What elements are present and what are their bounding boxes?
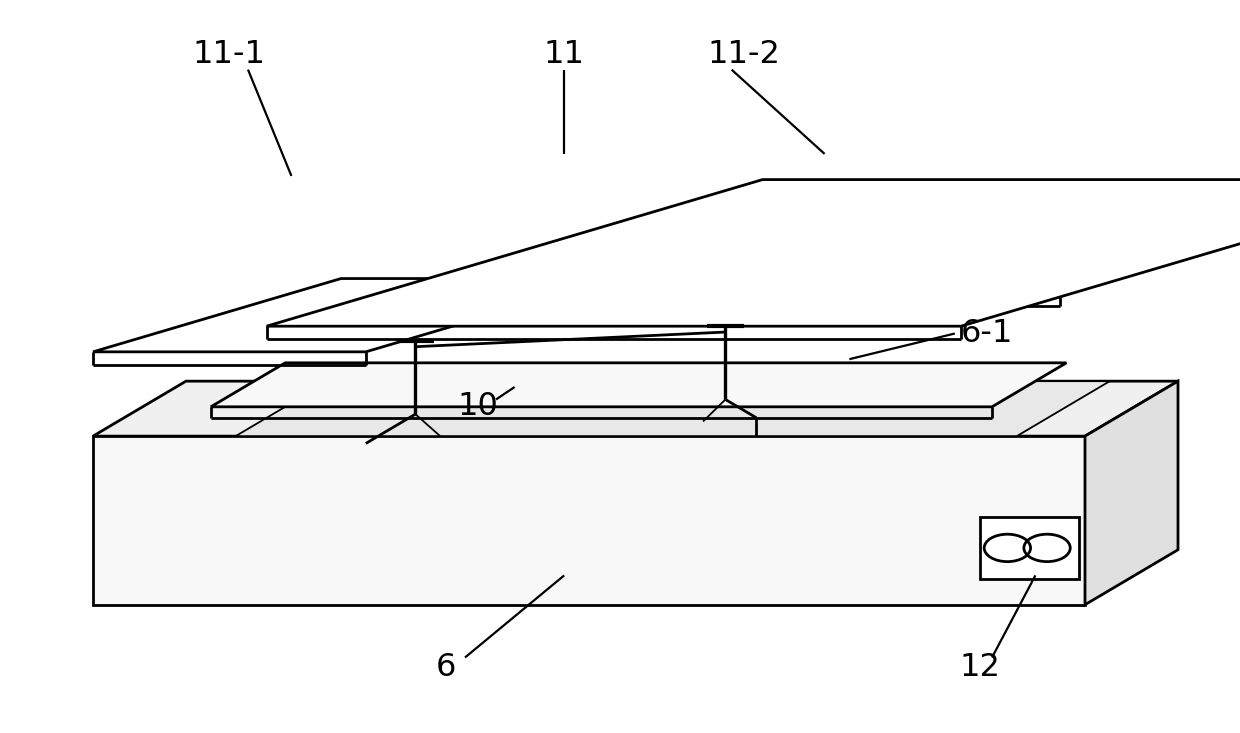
- Text: 6: 6: [436, 652, 456, 682]
- Text: 11-1: 11-1: [193, 40, 265, 70]
- Polygon shape: [1085, 381, 1178, 605]
- Text: 10: 10: [458, 391, 497, 422]
- Text: 6-1: 6-1: [961, 318, 1013, 349]
- Polygon shape: [211, 363, 1066, 407]
- Text: 11-2: 11-2: [708, 40, 780, 70]
- Bar: [980, 517, 1079, 579]
- Text: 11: 11: [543, 40, 585, 70]
- Polygon shape: [93, 381, 1178, 436]
- Polygon shape: [236, 381, 1110, 436]
- Text: 12: 12: [959, 652, 1001, 682]
- Polygon shape: [267, 180, 1240, 326]
- Polygon shape: [93, 279, 614, 352]
- Polygon shape: [787, 220, 1240, 293]
- Polygon shape: [93, 436, 1085, 605]
